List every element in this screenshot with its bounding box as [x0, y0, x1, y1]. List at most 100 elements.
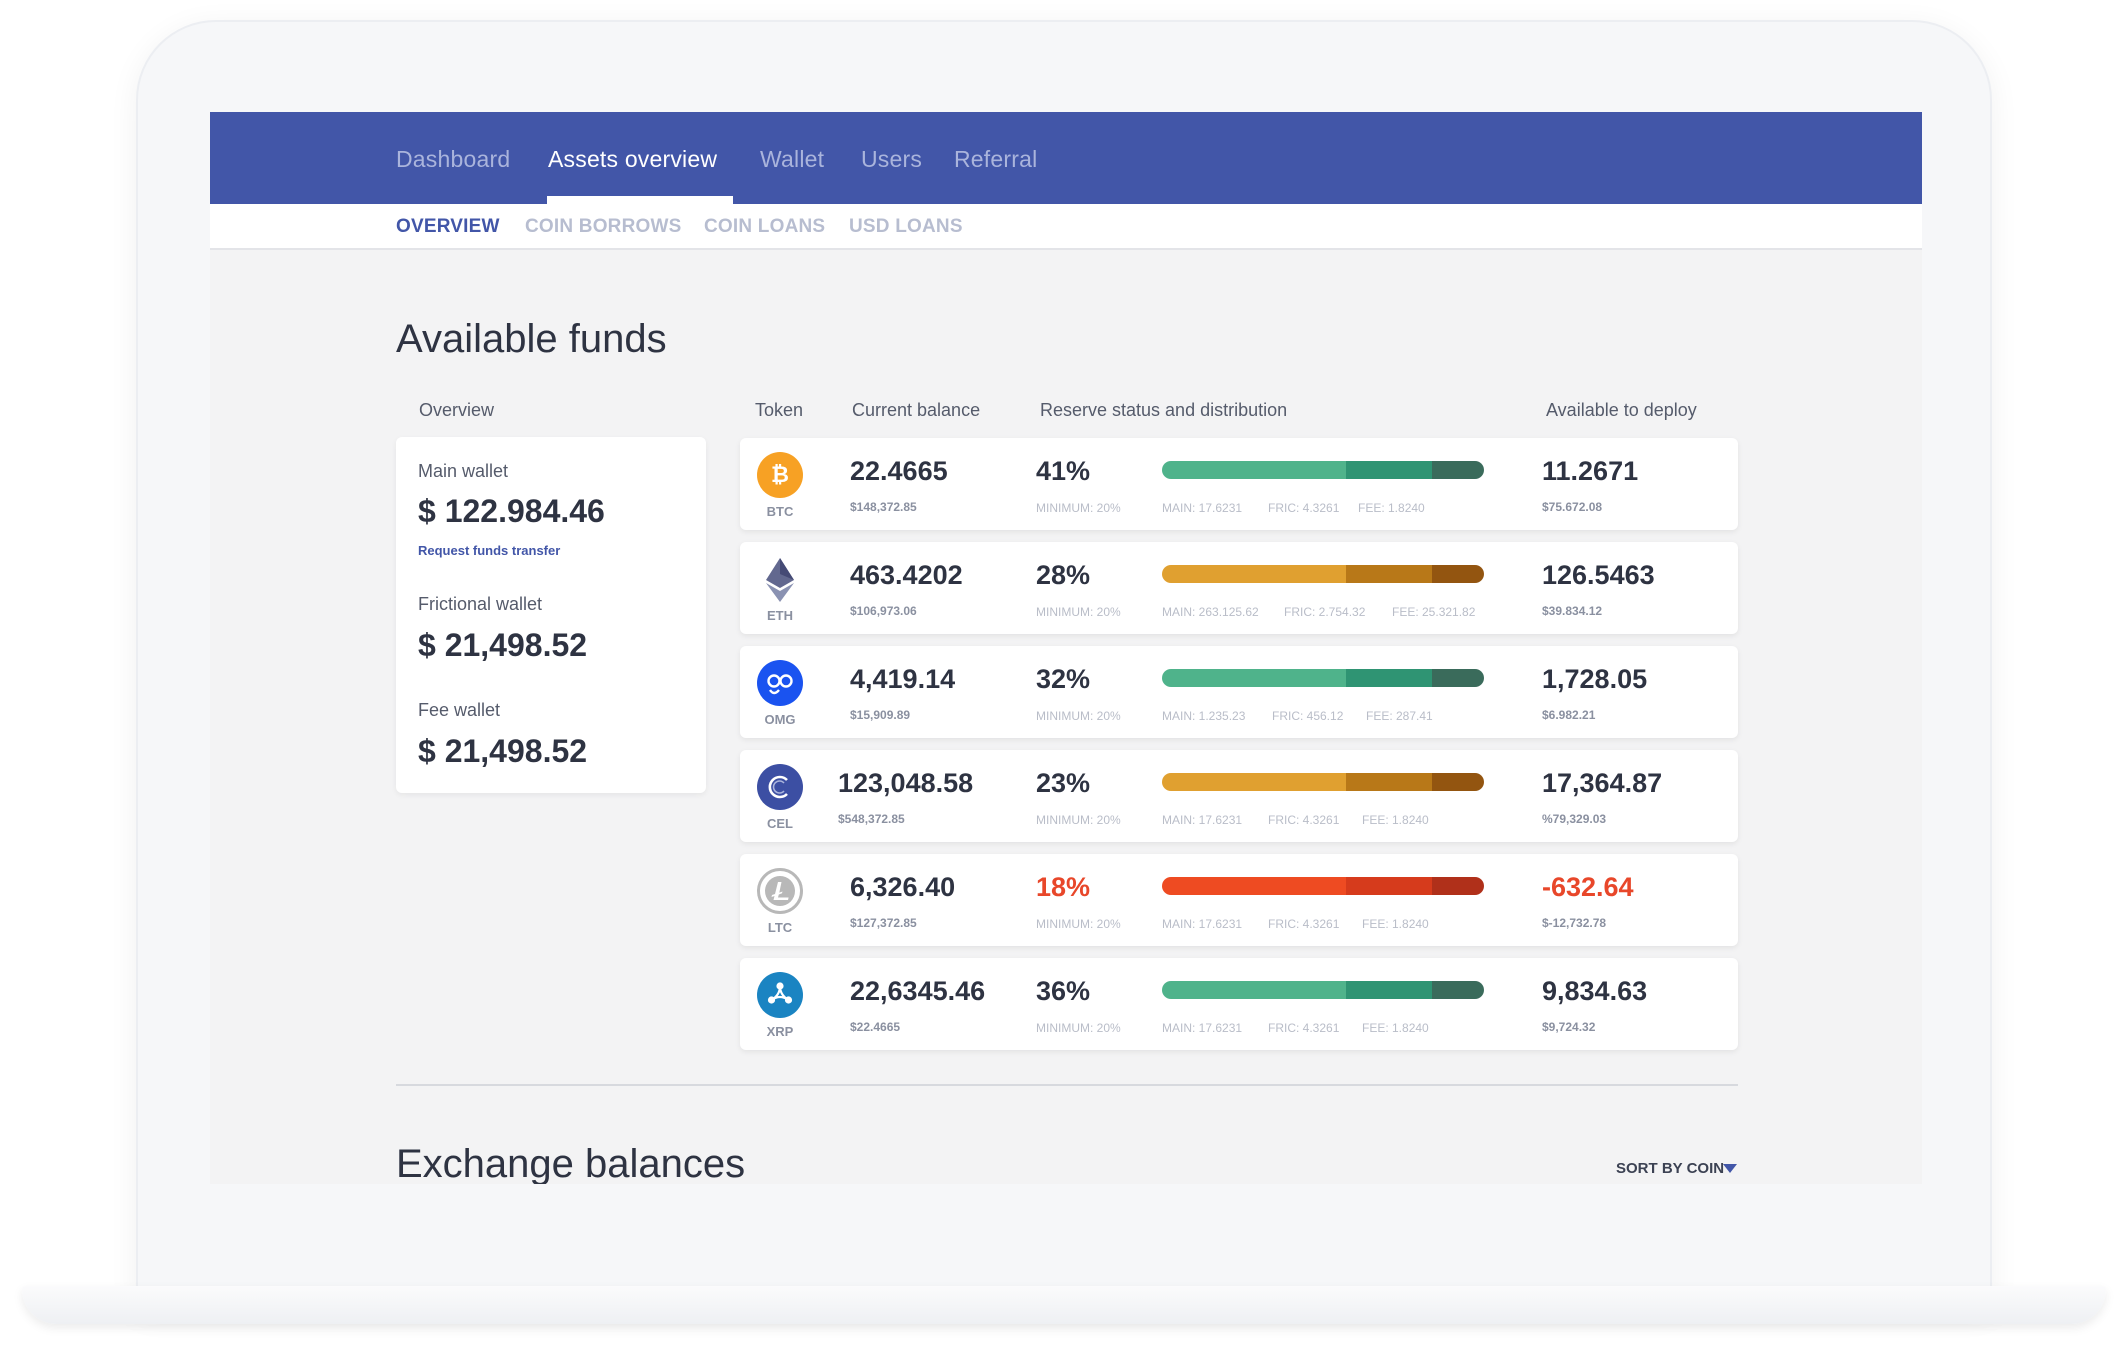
main-amount: MAIN: 17.6231	[1162, 501, 1243, 515]
frictional-wallet-label: Frictional wallet	[418, 594, 543, 614]
main-amount: MAIN: 1.235.23	[1162, 709, 1246, 723]
overview-card: Main wallet $ 122.984.46 Request funds t…	[396, 437, 706, 793]
fric-amount: FRIC: 2.754.32	[1284, 605, 1366, 619]
fric-amount: FRIC: 4.3261	[1268, 917, 1340, 931]
reserve-percent: 41%	[1036, 456, 1091, 486]
fee-amount: FEE: 25.321.82	[1392, 605, 1476, 619]
request-funds-link[interactable]: Request funds transfer	[418, 543, 561, 558]
current-balance-usd: $127,372.85	[850, 916, 917, 930]
reserve-minimum: MINIMUM: 20%	[1036, 709, 1121, 723]
subtab-overview[interactable]: OVERVIEW	[396, 216, 500, 237]
fric-amount: FRIC: 4.3261	[1268, 813, 1340, 827]
reserve-minimum: MINIMUM: 20%	[1036, 1021, 1121, 1035]
bar-segment-fric	[1345, 669, 1433, 687]
available-funds-title: Available funds	[396, 317, 667, 361]
token-row-eth[interactable]: ETH 463.4202 $106,973.06 28% MINIMUM: 20…	[740, 542, 1738, 634]
reserve-percent: 36%	[1036, 976, 1091, 1006]
reserve-distribution-bar	[1162, 877, 1484, 895]
available-usd: $9,724.32	[1542, 1020, 1596, 1034]
fee-amount: FEE: 1.8240	[1358, 501, 1425, 515]
available-usd: $39.834.12	[1542, 604, 1603, 618]
sub-navigation: OVERVIEW COIN BORROWS COIN LOANS USD LOA…	[210, 204, 1922, 250]
ripple-icon	[757, 972, 803, 1018]
tab-referral[interactable]: Referral	[954, 146, 1038, 172]
token-row-ltc[interactable]: LTC 6,326.40 $127,372.85 18% MINIMUM: 20…	[740, 854, 1738, 946]
main-wallet-label: Main wallet	[418, 461, 509, 481]
subtab-usd-loans[interactable]: USD LOANS	[849, 216, 963, 237]
chevron-down-icon[interactable]	[1723, 1164, 1737, 1173]
bar-segment-fee	[1432, 461, 1484, 479]
reserve-percent: 28%	[1036, 560, 1091, 590]
section-divider	[396, 1084, 1738, 1086]
available-amount: 1,728.05	[1542, 664, 1648, 694]
available-amount: 9,834.63	[1542, 976, 1648, 1006]
laptop-base	[22, 1286, 2106, 1324]
bar-segment-main	[1162, 981, 1346, 999]
token-row-cel[interactable]: CEL 123,048.58 $548,372.85 23% MINIMUM: …	[740, 750, 1738, 842]
app-screen: Dashboard Assets overview Wallet Users R…	[210, 112, 1922, 1184]
token-row-xrp[interactable]: XRP 22,6345.46 $22.4665 36% MINIMUM: 20%…	[740, 958, 1738, 1050]
fric-amount: FRIC: 456.12	[1272, 709, 1344, 723]
bar-segment-fee	[1432, 773, 1484, 791]
tab-assets-overview[interactable]: Assets overview	[548, 146, 718, 172]
reserve-distribution-bar	[1162, 461, 1484, 479]
token-row-btc[interactable]: ₿ BTC 22.4665 $148,372.85 41% MINIMUM: 2…	[740, 438, 1738, 530]
subtab-coin-borrows[interactable]: COIN BORROWS	[525, 216, 682, 237]
reserve-minimum: MINIMUM: 20%	[1036, 605, 1121, 619]
main-amount: MAIN: 17.6231	[1162, 813, 1243, 827]
available-amount: 11.2671	[1542, 456, 1639, 486]
bar-segment-fee	[1432, 565, 1484, 583]
current-balance-usd: $106,973.06	[850, 604, 917, 618]
ethereum-icon	[757, 556, 803, 602]
omisego-icon	[757, 660, 803, 706]
current-balance-usd: $22.4665	[850, 1020, 901, 1034]
token-row-omg[interactable]: OMG 4,419.14 $15,909.89 32% MINIMUM: 20%…	[740, 646, 1738, 738]
fric-amount: FRIC: 4.3261	[1268, 501, 1340, 515]
reserve-distribution-bar	[1162, 773, 1484, 791]
current-balance: 123,048.58	[838, 768, 974, 798]
bar-segment-fric	[1345, 981, 1433, 999]
token-symbol: CEL	[767, 816, 793, 831]
tab-wallet[interactable]: Wallet	[760, 146, 825, 172]
token-symbol: LTC	[767, 920, 793, 935]
reserve-distribution-bar	[1162, 981, 1484, 999]
tab-dashboard[interactable]: Dashboard	[396, 146, 511, 172]
bar-segment-fric	[1345, 773, 1433, 791]
celsius-icon	[757, 764, 803, 810]
bar-segment-main	[1162, 461, 1346, 479]
sort-by-coin-button[interactable]: SORT BY COIN	[1616, 1160, 1725, 1177]
current-balance: 22.4665	[850, 456, 948, 486]
fee-wallet-value: $ 21,498.52	[418, 733, 588, 769]
bar-segment-main	[1162, 669, 1346, 687]
subtab-coin-loans[interactable]: COIN LOANS	[704, 216, 826, 237]
current-balance: 4,419.14	[850, 664, 956, 694]
column-header-overview: Overview	[419, 400, 495, 420]
reserve-minimum: MINIMUM: 20%	[1036, 917, 1121, 931]
fee-amount: FEE: 287.41	[1366, 709, 1433, 723]
tab-users[interactable]: Users	[861, 146, 923, 172]
exchange-balances-title: Exchange balances	[396, 1142, 746, 1184]
available-amount: 126.5463	[1542, 560, 1655, 590]
fee-amount: FEE: 1.8240	[1362, 1021, 1429, 1035]
bar-segment-fee	[1432, 877, 1484, 895]
token-symbol: BTC	[766, 504, 794, 519]
reserve-distribution-bar	[1162, 669, 1484, 687]
main-amount: MAIN: 17.6231	[1162, 1021, 1243, 1035]
column-header-token: Token	[755, 400, 804, 420]
column-header-reserve: Reserve status and distribution	[1040, 400, 1288, 420]
reserve-distribution-bar	[1162, 565, 1484, 583]
token-symbol: OMG	[764, 712, 796, 727]
reserve-percent: 23%	[1036, 768, 1091, 798]
fee-amount: FEE: 1.8240	[1362, 917, 1429, 931]
current-balance-usd: $148,372.85	[850, 500, 917, 514]
available-amount: 17,364.87	[1542, 768, 1663, 798]
bar-segment-main	[1162, 565, 1346, 583]
column-header-current-balance: Current balance	[852, 400, 981, 420]
token-symbol: XRP	[766, 1024, 794, 1039]
current-balance-usd: $15,909.89	[850, 708, 911, 722]
available-usd: %79,329.03	[1542, 812, 1607, 826]
reserve-minimum: MINIMUM: 20%	[1036, 501, 1121, 515]
available-amount: -632.64	[1542, 872, 1634, 902]
current-balance-usd: $548,372.85	[838, 812, 905, 826]
main-wallet-value: $ 122.984.46	[418, 493, 605, 529]
